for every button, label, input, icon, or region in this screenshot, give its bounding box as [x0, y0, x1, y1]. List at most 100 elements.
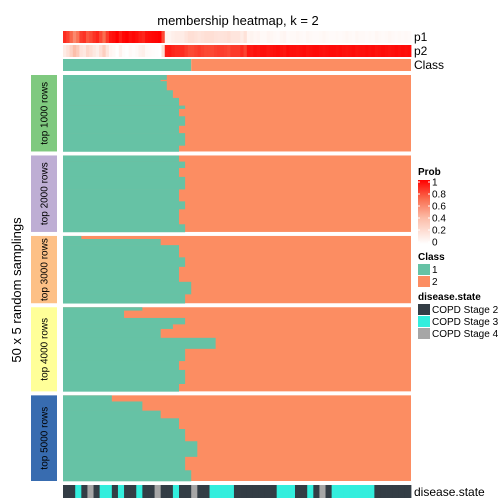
- track-cell-p2: [72, 45, 77, 57]
- track-cell-p2: [92, 45, 97, 57]
- track-cell-p1: [102, 31, 107, 43]
- group-label-box: [31, 155, 57, 232]
- track-cell-p1: [210, 31, 215, 43]
- track-cell-p1: [99, 31, 103, 43]
- prob-legend-tick: 1: [432, 178, 438, 189]
- track-cell-p2: [282, 45, 287, 57]
- track-cell-p1: [161, 31, 166, 43]
- disease-state-cell: [276, 485, 284, 498]
- heatmap-group: top 1000 rows: [31, 75, 411, 152]
- heatmap-class1-block: [63, 456, 186, 471]
- track-cell-p1: [131, 31, 136, 43]
- heatmap-class1-block: [63, 348, 186, 362]
- heatmap-class1-block: [63, 360, 179, 371]
- track-cell-p1: [177, 31, 182, 43]
- disease-state-cell: [380, 485, 387, 498]
- track-cell-p2: [286, 45, 290, 57]
- heatmap-group: top 5000 rows: [31, 395, 411, 482]
- disease-legend-swatch: [418, 304, 430, 315]
- track-cell-p1: [145, 31, 149, 43]
- disease-legend-title: disease.state: [418, 292, 481, 303]
- track-cell-p2: [115, 45, 120, 57]
- group-label-box: [31, 235, 57, 304]
- track-cell-p2: [138, 45, 143, 57]
- track-cell-p2: [259, 45, 264, 57]
- heatmap-class1-block: [63, 307, 143, 311]
- disease-state-track-label: disease.state: [414, 485, 485, 499]
- track-cell-p1: [194, 31, 198, 43]
- track-cell-p2: [230, 45, 235, 57]
- track-cell-p2: [325, 45, 330, 57]
- track-cell-p1: [397, 31, 402, 43]
- track-cell-p1: [243, 31, 248, 43]
- track-cell-p1: [381, 31, 386, 43]
- track-cell-p2: [335, 45, 340, 57]
- heatmap-class1-block: [63, 133, 186, 146]
- track-cell-p1: [312, 31, 317, 43]
- track-cell-p2: [381, 45, 386, 57]
- heatmap-group: top 3000 rows: [31, 235, 411, 304]
- disease-state-cell: [295, 485, 302, 498]
- track-cell-p2: [128, 45, 133, 57]
- heatmap-class1-block: [63, 189, 179, 202]
- track-cell-p2: [322, 45, 327, 57]
- track-cell-p2: [365, 45, 369, 57]
- track-cell-p1: [89, 31, 93, 43]
- track-cell-p2: [174, 45, 179, 57]
- disease-state-cell: [179, 485, 186, 498]
- track-cell-p2: [397, 45, 402, 57]
- track-cell-p2: [243, 45, 248, 57]
- track-cell-p2: [256, 45, 261, 57]
- heatmap-class1-block: [63, 90, 173, 99]
- heatmap-class1-block: [63, 317, 186, 325]
- track-cell-p1: [371, 31, 376, 43]
- class-track-cell-2: [191, 59, 411, 71]
- heatmap-group: top 4000 rows: [31, 307, 411, 392]
- prob-legend-title: Prob: [418, 167, 441, 178]
- disease-legend-swatch: [418, 316, 430, 327]
- class-track-cell-1: [63, 59, 192, 71]
- track-cell-p1: [266, 31, 271, 43]
- track-cell-p2: [79, 45, 84, 57]
- track-cell-p2: [391, 45, 395, 57]
- track-cell-p2: [328, 45, 333, 57]
- track-cell-p1: [66, 31, 70, 43]
- track-cell-p2: [253, 45, 258, 57]
- track-cell-p1: [220, 31, 225, 43]
- disease-state-cell: [374, 485, 381, 498]
- track-cell-p1: [237, 31, 241, 43]
- heatmap-class1-block: [63, 235, 82, 240]
- track-cell-p2: [151, 45, 156, 57]
- track-cell-p2: [401, 45, 405, 57]
- disease-state-cell: [282, 485, 290, 498]
- track-cell-p2: [69, 45, 74, 57]
- prob-legend-tick: 0.8: [432, 190, 446, 201]
- disease-state-cell: [331, 485, 339, 498]
- track-cell-p2: [148, 45, 153, 57]
- class-legend-label: 1: [432, 265, 438, 276]
- class-legend-swatch: [418, 276, 430, 287]
- track-cell-p1: [63, 31, 67, 43]
- track-cell-p1: [184, 31, 189, 43]
- class-legend-label: 2: [432, 277, 438, 288]
- heatmap-class1-block: [63, 209, 179, 225]
- track-cell-p2: [289, 45, 294, 57]
- track-cell-p2: [85, 45, 90, 57]
- track-cell-p2: [273, 45, 277, 57]
- track-cell-p1: [82, 31, 87, 43]
- track-cell-p2: [296, 45, 300, 57]
- track-cell-p2: [223, 45, 228, 57]
- track-cell-p2: [312, 45, 317, 57]
- track-cell-p1: [246, 31, 251, 43]
- track-cell-p1: [322, 31, 327, 43]
- track-cell-p2: [227, 45, 231, 57]
- track-cell-p1: [384, 31, 389, 43]
- track-cell-p2: [250, 45, 254, 57]
- track-cell-p2: [154, 45, 159, 57]
- disease-state-cell: [392, 485, 400, 498]
- track-cell-p1: [122, 31, 126, 43]
- group-label: top 1000 rows: [40, 82, 51, 145]
- heatmap-class1-block: [63, 108, 179, 117]
- disease-state-cell: [404, 485, 412, 498]
- track-cell-p2: [309, 45, 313, 57]
